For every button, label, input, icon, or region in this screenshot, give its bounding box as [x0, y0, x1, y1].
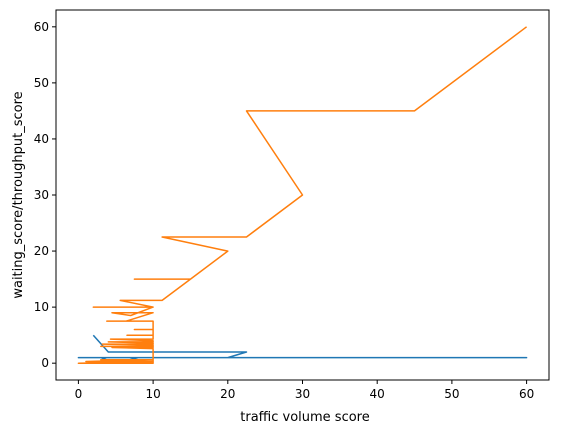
y-axis-label: waiting_score/throughput_score — [11, 91, 26, 298]
x-tick-label: 40 — [370, 387, 385, 401]
y-tick-label: 30 — [34, 188, 49, 202]
x-axis-ticks: 0 10 20 30 40 50 60 — [75, 380, 534, 401]
y-tick-label: 10 — [34, 300, 49, 314]
y-tick-label: 20 — [34, 244, 49, 258]
x-tick-label: 10 — [145, 387, 160, 401]
series-layer — [77, 26, 528, 364]
x-tick-label: 20 — [220, 387, 235, 401]
y-axis-ticks: 0 10 20 30 40 50 60 — [34, 20, 56, 370]
y-tick-label: 0 — [41, 356, 49, 370]
x-tick-label: 60 — [519, 387, 534, 401]
x-axis-label: traffic volume score — [240, 410, 369, 425]
x-tick-label: 50 — [444, 387, 459, 401]
y-tick-label: 60 — [34, 20, 49, 34]
series-line-2 — [77, 26, 528, 364]
y-tick-label: 40 — [34, 132, 49, 146]
x-tick-label: 30 — [295, 387, 310, 401]
y-tick-label: 50 — [34, 76, 49, 90]
x-tick-label: 0 — [75, 387, 83, 401]
